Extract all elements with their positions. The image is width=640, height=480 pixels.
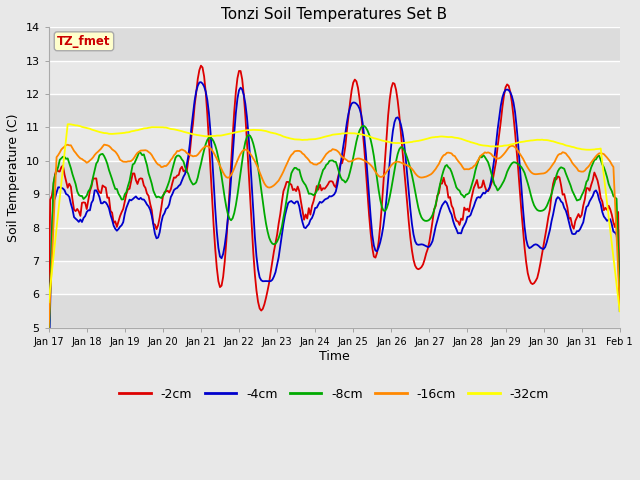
Bar (49, 294, 620, 328)
Bar (49, 27, 620, 60)
Bar (49, 194, 620, 228)
Title: Tonzi Soil Temperatures Set B: Tonzi Soil Temperatures Set B (221, 7, 447, 22)
Bar (49, 128, 620, 161)
Legend: -2cm, -4cm, -8cm, -16cm, -32cm: -2cm, -4cm, -8cm, -16cm, -32cm (115, 383, 554, 406)
Y-axis label: Soil Temperature (C): Soil Temperature (C) (7, 113, 20, 242)
Bar (49, 228, 620, 261)
Bar (49, 261, 620, 294)
Bar (49, 60, 620, 94)
X-axis label: Time: Time (319, 349, 349, 362)
Text: TZ_fmet: TZ_fmet (57, 35, 111, 48)
Bar (49, 94, 620, 128)
Bar (49, 161, 620, 194)
